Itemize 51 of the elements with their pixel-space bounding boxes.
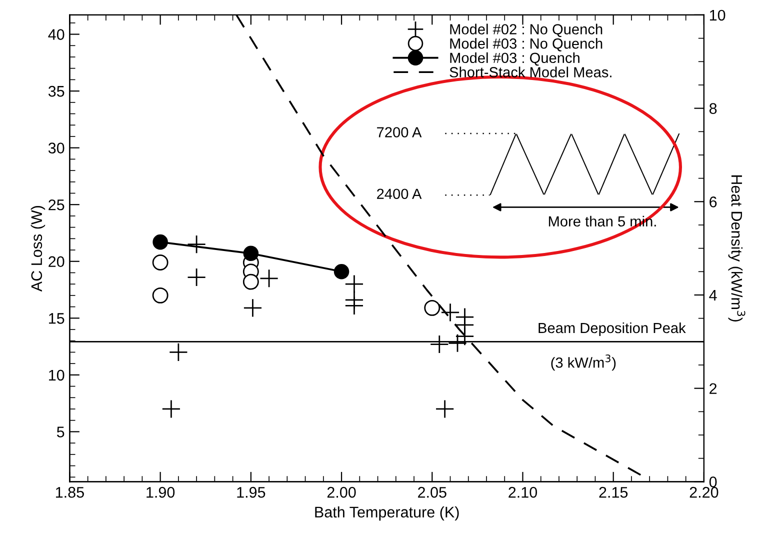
point <box>243 298 262 318</box>
y-tick-label: 5 <box>56 426 64 438</box>
y-tick-label: 10 <box>49 370 64 381</box>
point <box>424 300 440 316</box>
point <box>344 296 364 316</box>
x-axis-title: Bath Temperature (K) <box>315 506 459 521</box>
point <box>260 268 279 288</box>
x-tick-label: 1.85 <box>56 486 84 498</box>
y2-tick-label: 8 <box>709 103 717 114</box>
ref-line-label: Beam Deposition Peak <box>538 322 686 336</box>
point <box>152 287 168 304</box>
point <box>152 234 168 250</box>
legend-label: Short-Stack Model Meas. <box>450 66 612 78</box>
y-tick-label: 25 <box>48 199 64 210</box>
point <box>435 400 454 418</box>
point <box>152 254 168 270</box>
x-tick-label: 1.90 <box>146 486 175 498</box>
point <box>334 264 350 280</box>
y-tick-label: 30 <box>48 142 64 154</box>
point <box>344 274 364 294</box>
y-tick-label: 40 <box>48 29 64 40</box>
x-tick-label: 2.05 <box>418 486 446 498</box>
point <box>242 274 259 290</box>
x-tick-label: 2.00 <box>327 486 356 498</box>
x-tick-label: 2.20 <box>690 486 718 498</box>
point <box>440 302 460 322</box>
legend-label: Model #02 : No Quench <box>450 24 602 38</box>
point <box>430 334 449 354</box>
x-tick-label: 2.15 <box>599 486 628 498</box>
annotation: (3 kW/m$^{3}$) <box>551 354 616 371</box>
y-axis-title: AC Loss (W) <box>30 206 46 292</box>
point <box>187 268 206 287</box>
y2-axis-title: Heat Density (kW/m$^{3}$) <box>728 175 746 322</box>
y2-tick-label: 2 <box>710 383 717 394</box>
y-tick-label: 15 <box>49 313 64 324</box>
annotation: 2400 A <box>377 188 422 200</box>
point <box>168 342 188 362</box>
point <box>187 234 206 254</box>
legend-label: Model #03 : No Quench <box>450 38 602 52</box>
y2-tick-label: 10 <box>710 10 726 21</box>
y2-tick-label: 0 <box>709 476 717 488</box>
point <box>162 400 181 418</box>
y-tick-label: 35 <box>48 86 64 97</box>
x-tick-label: 1.95 <box>237 486 266 498</box>
point <box>243 246 259 262</box>
x-tick-label: 2.10 <box>508 486 538 498</box>
annotation: 7200 A <box>377 127 422 138</box>
legend-label: Model #03 : Quench <box>450 52 580 66</box>
y2-tick-label: 4 <box>709 290 717 301</box>
y2-tick-label: 6 <box>710 196 717 208</box>
y-tick-label: 20 <box>48 256 64 268</box>
